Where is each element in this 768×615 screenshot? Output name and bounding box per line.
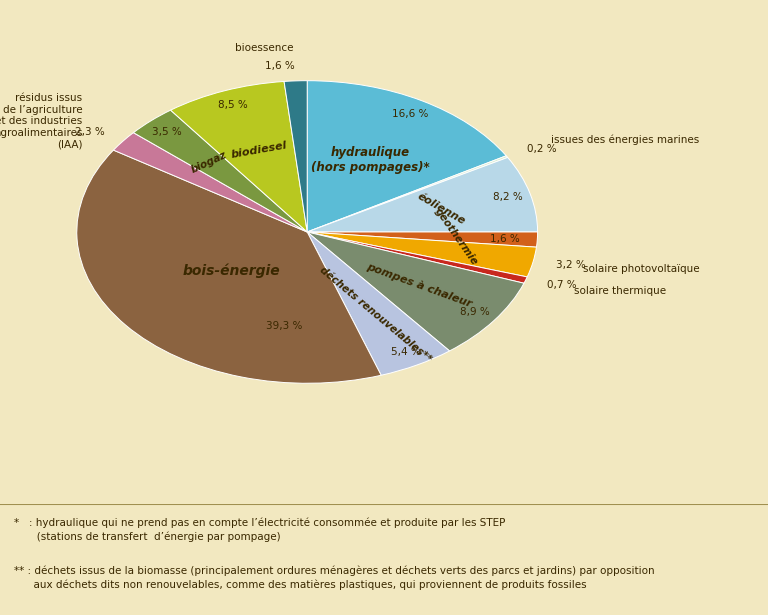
Wedge shape [77,150,381,383]
Text: géothermie: géothermie [433,207,480,268]
Text: bois-énergie: bois-énergie [182,264,280,279]
Wedge shape [114,133,307,232]
Text: 0,7 %: 0,7 % [548,280,577,290]
Text: 8,9 %: 8,9 % [461,307,490,317]
Wedge shape [307,232,536,277]
Text: 16,6 %: 16,6 % [392,109,429,119]
Wedge shape [307,232,538,247]
Text: 39,3 %: 39,3 % [266,321,303,331]
Text: 3,5 %: 3,5 % [152,127,181,137]
Wedge shape [307,232,527,284]
Wedge shape [134,110,307,232]
Text: issues des énergies marines: issues des énergies marines [551,135,699,145]
Text: résidus issus
de l’agriculture
et des industries
agroalimentaires
(IAA): résidus issus de l’agriculture et des in… [0,93,82,149]
Text: 8,5 %: 8,5 % [218,100,247,110]
Text: 1,6 %: 1,6 % [265,61,294,71]
Wedge shape [307,157,538,232]
Text: éolienne: éolienne [415,191,467,226]
Wedge shape [307,232,524,351]
Text: 2,3 %: 2,3 % [74,127,104,137]
Text: biodiesel: biodiesel [230,140,288,160]
Text: 8,2 %: 8,2 % [493,192,522,202]
Text: solaire photovoltaïque: solaire photovoltaïque [583,264,699,274]
Text: *   : hydraulique qui ne prend pas en compte l’électricité consommée et produite: * : hydraulique qui ne prend pas en comp… [14,518,505,542]
Text: 5,4 %: 5,4 % [391,347,421,357]
Text: ** : déchets issus de la biomasse (principalement ordures ménagères et déchets v: ** : déchets issus de la biomasse (princ… [14,565,654,590]
Text: bioessence: bioessence [234,42,293,53]
Text: déchets renouvelables**: déchets renouvelables** [317,265,433,364]
Text: hydraulique
(hors pompages)*: hydraulique (hors pompages)* [311,146,429,174]
Text: 0,2 %: 0,2 % [527,144,557,154]
Wedge shape [307,232,449,375]
Wedge shape [307,81,506,232]
Text: solaire thermique: solaire thermique [574,285,666,296]
Text: pompes à chaleur: pompes à chaleur [365,261,473,309]
Text: biogaz: biogaz [190,149,228,175]
Text: 3,2 %: 3,2 % [555,260,585,270]
Wedge shape [307,156,508,232]
Wedge shape [284,81,307,232]
Wedge shape [170,81,307,232]
Text: 1,6 %: 1,6 % [490,234,520,244]
